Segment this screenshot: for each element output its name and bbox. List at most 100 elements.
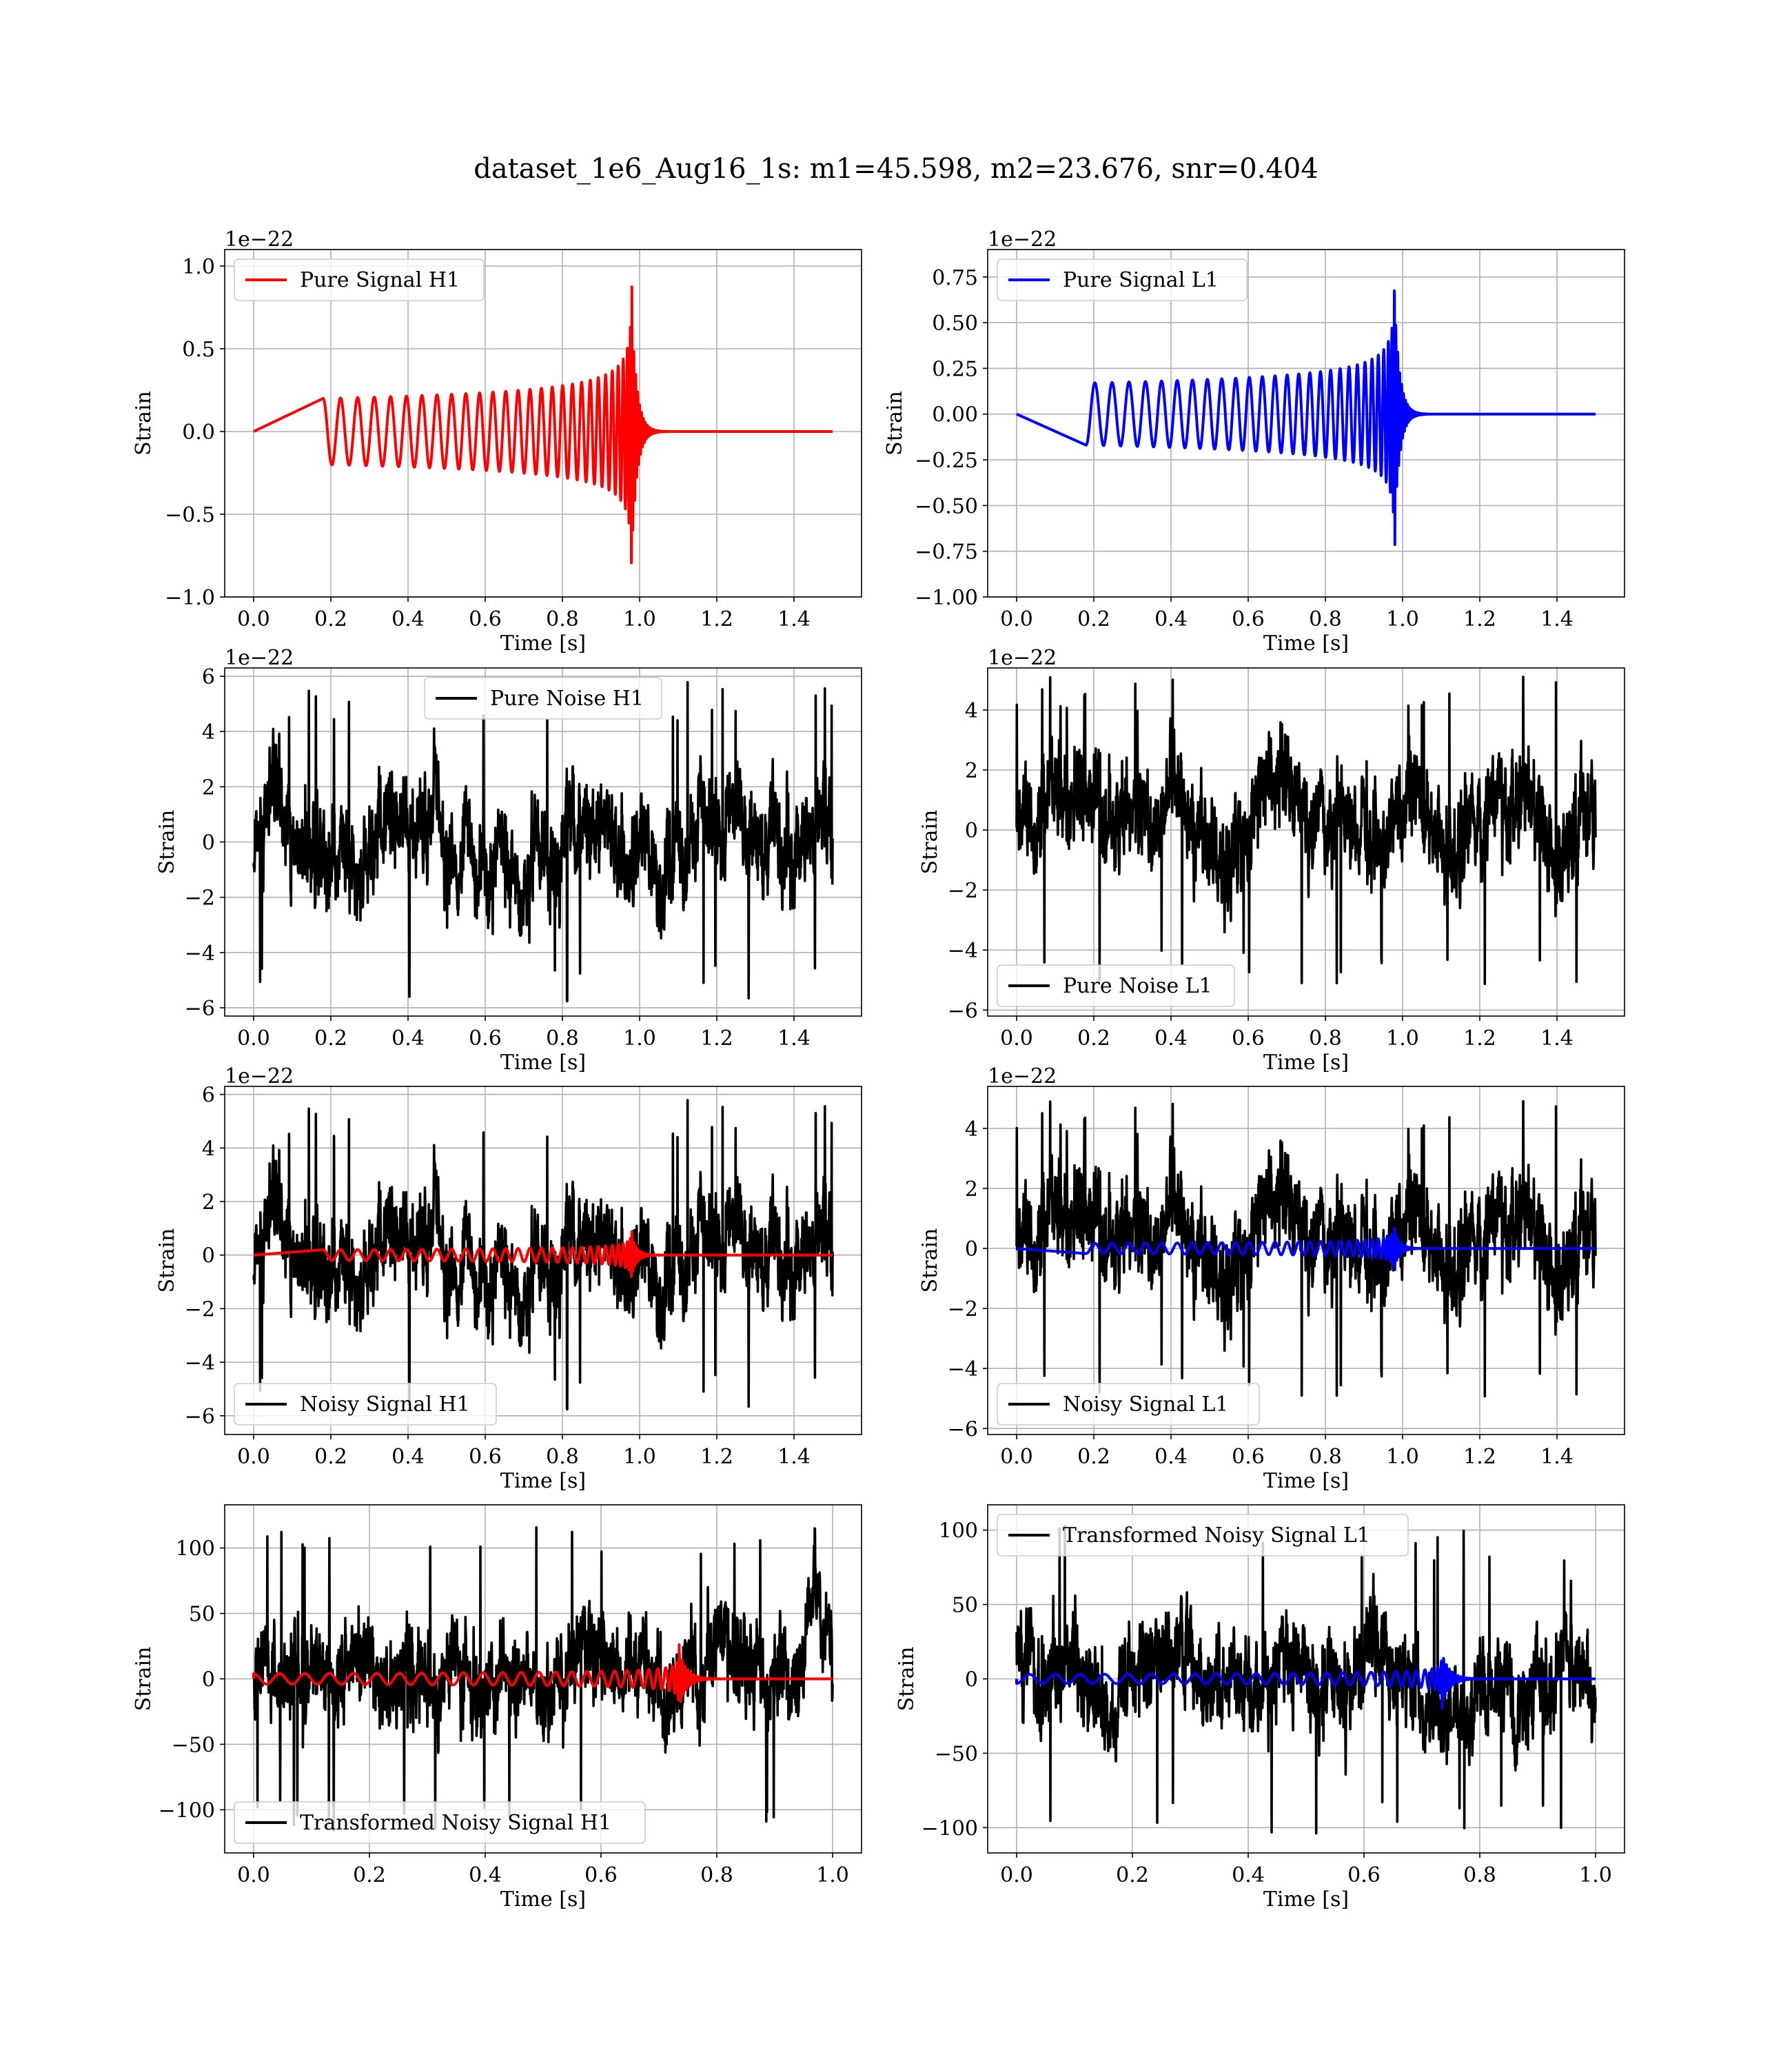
x-tick-label: 0.2: [1077, 1445, 1110, 1469]
x-tick-label: 0.8: [700, 1863, 733, 1887]
x-tick-label: 1.0: [1579, 1863, 1612, 1887]
x-tick-label: 1.2: [700, 1445, 733, 1469]
series-line-signal-h1: [253, 1230, 834, 1278]
legend-box: [997, 258, 1248, 301]
x-tick-label: 0.0: [1000, 1445, 1033, 1469]
x-tick-label: 0.0: [237, 607, 270, 631]
y-tick-label: −2: [948, 1297, 978, 1321]
series-line-transformed-signal-l1: [1015, 1656, 1597, 1710]
x-axis-label: Time [s]: [1263, 1887, 1349, 1912]
y-tick-label: 0: [965, 819, 978, 843]
legend-box: [997, 1514, 1409, 1557]
y-tick-label: −4: [185, 1351, 215, 1375]
x-tick-label: 1.0: [623, 607, 656, 631]
legend: Pure Signal L1: [997, 258, 1248, 301]
x-tick-label: 1.4: [777, 607, 811, 631]
legend-box: [234, 258, 485, 301]
y-tick-label: 0: [965, 1237, 978, 1261]
plot-area: [1015, 676, 1597, 985]
x-tick-label: 0.4: [391, 1026, 425, 1051]
legend: Noisy Signal L1: [997, 1383, 1260, 1426]
x-tick-label: 1.0: [1386, 1445, 1419, 1469]
legend-box: [997, 964, 1235, 1007]
chart-pure-signal-l1: 0.0 0.2 0.4 0.6 0.8 1.0 1.2 1.4 −1.00 −0.75 −0.50 −…: [883, 227, 1625, 656]
y-tick-label: −100: [159, 1798, 215, 1823]
legend-label: Pure Noise H1: [490, 687, 644, 711]
legend-box: [997, 1383, 1260, 1426]
x-tick-label: 1.0: [1386, 607, 1419, 631]
series-line-pure-noise-h1: [252, 680, 834, 1003]
x-tick-label: 0.6: [1232, 607, 1265, 631]
y-tick-label: 0: [202, 831, 215, 855]
y-axis-label: Strain: [895, 1647, 919, 1712]
offset-text: 1e−22: [988, 1064, 1057, 1088]
offset-text: 1e−22: [988, 227, 1057, 252]
legend: Pure Signal H1: [234, 258, 485, 301]
x-tick-label: 0.0: [1000, 1863, 1033, 1887]
y-tick-label: −2: [185, 1297, 215, 1321]
x-tick-label: 1.2: [1463, 1026, 1496, 1051]
y-tick-label: −1.00: [915, 586, 978, 610]
series-line-transformed-noisy-signal-l1: [1015, 1525, 1597, 1835]
x-tick-label: 1.4: [1540, 1445, 1574, 1469]
x-tick-label: 0.2: [1077, 607, 1110, 631]
y-axis-label: Strain: [132, 1647, 156, 1712]
x-axis-label: Time [s]: [500, 631, 586, 656]
legend-label: Pure Signal H1: [300, 268, 460, 292]
y-tick-label: −6: [185, 997, 215, 1021]
y-axis-label: Strain: [155, 1228, 179, 1293]
y-tick-label: −4: [185, 942, 215, 966]
y-tick-label: 0.0: [182, 420, 215, 445]
x-axis-label: Time [s]: [500, 1051, 586, 1075]
x-tick-label: 0.4: [1154, 1445, 1188, 1469]
x-tick-label: 0.4: [1154, 1026, 1188, 1051]
series-line-pure-noise-l1: [1015, 676, 1597, 985]
x-tick-label: 0.6: [469, 607, 502, 631]
y-axis-label: Strain: [918, 810, 942, 875]
y-tick-label: −4: [948, 1357, 978, 1381]
y-tick-label: 0.50: [932, 312, 978, 336]
y-tick-label: −0.5: [165, 503, 215, 527]
x-axis-label: Time [s]: [500, 1887, 586, 1912]
y-tick-label: 100: [939, 1519, 978, 1543]
axes-frame: [987, 249, 1625, 598]
y-tick-label: −2: [948, 879, 978, 903]
x-tick-label: 1.4: [1540, 607, 1574, 631]
x-tick-label: 1.4: [777, 1445, 811, 1469]
axes-frame: [987, 1086, 1625, 1435]
x-tick-label: 0.2: [314, 1026, 347, 1051]
series-line-pure-signal-l1: [1016, 289, 1597, 546]
chart-transformed-noisy-signal-h1: 0.0 0.2 0.4 0.6 0.8 1.0 −100 −50 0 50 100 Time [s] S…: [132, 1504, 862, 1912]
y-tick-label: −6: [185, 1405, 215, 1429]
y-tick-label: −0.50: [915, 494, 978, 518]
x-tick-label: 0.4: [391, 607, 425, 631]
legend-label: Noisy Signal H1: [300, 1392, 470, 1417]
legend: Noisy Signal H1: [234, 1383, 497, 1426]
x-tick-label: 0.4: [1154, 607, 1188, 631]
y-tick-label: 50: [952, 1594, 978, 1618]
chart-transformed-noisy-signal-l1: 0.0 0.2 0.4 0.6 0.8 1.0 −100 −50 0 50 100 Time [s] S…: [895, 1504, 1625, 1912]
x-axis-label: Time [s]: [1263, 631, 1349, 656]
plot-area: [252, 1526, 834, 1832]
x-tick-label: 0.0: [1000, 607, 1033, 631]
figure-title: dataset_1e6_Aug16_1s: m1=45.598, m2=23.6…: [474, 153, 1318, 185]
x-tick-label: 1.2: [1463, 1445, 1496, 1469]
legend-box: [234, 1383, 497, 1426]
legend-label: Transformed Noisy Signal L1: [1063, 1523, 1370, 1548]
axes-frame: [224, 249, 862, 598]
y-tick-label: −6: [948, 999, 978, 1023]
y-tick-label: 2: [965, 759, 978, 783]
y-axis-label: Strain: [155, 810, 179, 875]
x-tick-label: 0.8: [1309, 1026, 1342, 1051]
axes-frame: [224, 1086, 862, 1435]
chart-pure-noise-h1: 0.0 0.2 0.4 0.6 0.8 1.0 1.2 1.4 −6 −4 −2 0 2 4 6 Time […: [155, 646, 862, 1075]
x-tick-label: 0.6: [469, 1026, 502, 1051]
y-tick-label: −6: [948, 1417, 978, 1441]
chart-noisy-signal-h1: 0.0 0.2 0.4 0.6 0.8 1.0 1.2 1.4 −6 −4 −2 0 2 4 6 Time […: [155, 1064, 862, 1493]
y-tick-label: 4: [965, 1117, 978, 1142]
x-axis-label: Time [s]: [500, 1469, 586, 1493]
y-axis-label: Strain: [132, 391, 156, 456]
y-tick-label: 0: [202, 1668, 215, 1692]
x-tick-label: 0.2: [314, 1445, 347, 1469]
